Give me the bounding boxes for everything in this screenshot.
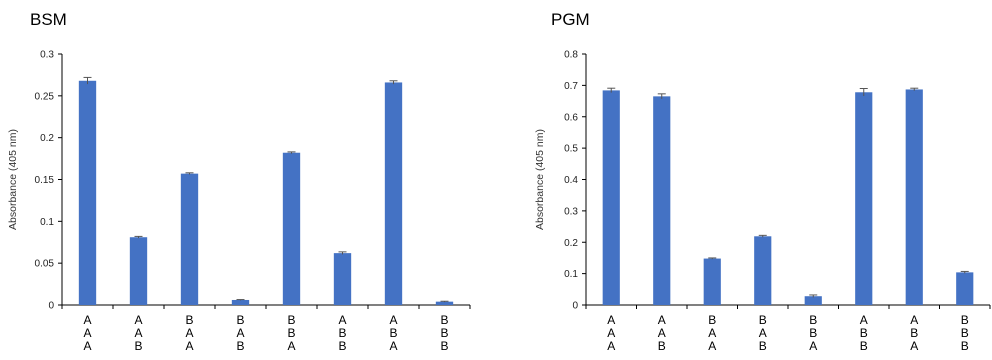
y-tick-label: 0.6 [564,112,578,123]
x-category-label: B [287,326,295,340]
x-category-label: B [860,326,868,340]
x-category-label: A [134,313,142,327]
x-category-label: B [440,313,448,327]
y-tick-label: 0.8 [564,50,578,61]
bar [435,301,454,305]
x-category-label: A [910,313,918,327]
x-category-label: A [185,326,193,340]
x-category-label: B [440,339,448,353]
bar [754,236,772,305]
x-category-label: B [440,326,448,340]
x-category-label: B [809,313,817,327]
x-category-label: A [338,313,346,327]
x-category-label: A [607,339,615,353]
x-category-label: B [389,326,397,340]
x-category-label: B [338,339,346,353]
y-axis-title: Absorbance (405 nm) [534,129,546,230]
bar [602,90,620,306]
x-category-label: A [83,339,91,353]
bar [653,96,671,305]
y-tick-label: 0 [572,301,578,312]
bar [129,237,148,305]
x-category-label: B [236,339,244,353]
x-category-label: B [287,313,295,327]
bar [703,258,721,305]
y-tick-label: 0.3 [564,206,578,217]
x-category-label: B [658,339,666,353]
y-tick-label: 0.7 [564,81,578,92]
x-category-label: A [658,313,666,327]
y-tick-label: 0.2 [40,133,54,144]
chart-panel-1: BSM 0 0.05 0.1 0.15 0.2 0.25 0.3 Absorbance (405… [7,10,471,353]
chart-panel-2: PGM 0 0.1 0.2 0.3 0.4 0.5 0.6 0.7 0.8 Absorbance (… [534,10,991,353]
y-tick-label: 0.5 [564,144,578,155]
x-category-label: A [607,326,615,340]
x-category-label: A [607,313,615,327]
chart-title: PGM [551,10,590,29]
y-tick-label: 0.3 [40,50,54,61]
bar [333,253,352,305]
x-category-label: B [961,326,969,340]
y-tick-label: 0.15 [35,175,55,186]
x-category-label: B [759,339,767,353]
x-category-label: A [83,313,91,327]
x-category-label: A [389,339,397,353]
x-category-label: B [961,339,969,353]
x-category-label: B [338,326,346,340]
y-tick-label: 0.1 [564,269,578,280]
x-category-label: B [961,313,969,327]
x-category-label: B [910,326,918,340]
bar [180,173,199,305]
x-category-label: B [134,339,142,353]
y-tick-label: 0.2 [564,238,578,249]
bar [804,296,822,305]
bar [282,152,301,305]
x-category-label: A [708,339,716,353]
x-category-label: A [809,339,817,353]
bar [384,82,403,306]
bar [905,89,923,305]
y-tick-label: 0.05 [35,259,55,270]
y-tick-label: 0.1 [40,217,54,228]
x-category-label: B [236,313,244,327]
x-category-label: B [860,339,868,353]
x-category-label: A [759,326,767,340]
x-category-label: A [134,326,142,340]
x-category-label: A [658,326,666,340]
x-category-label: A [83,326,91,340]
x-category-label: B [708,313,716,327]
chart-title: BSM [30,10,67,29]
x-category-label: A [287,339,295,353]
x-category-label: A [236,326,244,340]
bar [956,272,974,305]
x-category-label: A [910,339,918,353]
y-tick-label: 0.4 [564,175,578,186]
x-category-label: A [860,313,868,327]
x-category-label: A [708,326,716,340]
bar [855,92,873,305]
bar [78,80,97,305]
y-tick-label: 0 [48,301,54,312]
x-category-label: A [389,313,397,327]
y-tick-label: 0.25 [35,91,55,102]
x-category-label: B [759,313,767,327]
x-category-label: A [185,339,193,353]
bar [231,299,250,305]
x-category-label: B [185,313,193,327]
x-category-label: B [809,326,817,340]
y-axis-title: Absorbance (405 nm) [7,129,19,230]
